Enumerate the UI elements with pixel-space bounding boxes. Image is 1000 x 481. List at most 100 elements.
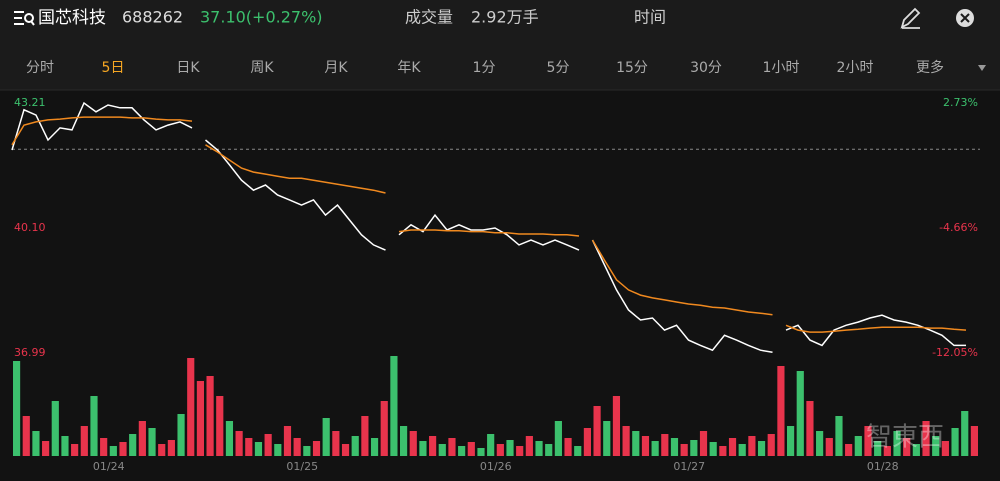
tab[interactable]: 1小时 [763,60,800,76]
volume-label: 成交量 [405,8,453,27]
volume-bar [603,421,611,456]
volume-bar [42,441,50,456]
volume-bar [864,426,872,456]
volume-bar [167,440,175,456]
volume-bar [525,436,533,456]
volume-bar [583,428,591,456]
volume-bar [922,421,930,456]
volume-bar [777,366,785,456]
volume-bar [100,438,108,456]
y2-tick-label: -12.05% [932,346,978,359]
volume-bar [661,434,669,456]
header-bg [0,0,1000,90]
volume-bar [632,431,640,456]
volume-bar [748,436,756,456]
volume-bar [593,406,601,456]
volume-bar [854,436,862,456]
tab[interactable]: 周K [250,60,274,76]
tab[interactable]: 分时 [26,60,54,76]
tab[interactable]: 15分 [616,60,648,76]
y-tick-label: 40.10 [14,221,46,234]
price-line [11,101,966,353]
volume-bar [119,442,127,456]
x-tick-label: 01/28 [867,460,899,473]
volume-bar [651,441,659,456]
volume-bar [32,431,40,456]
volume-bar [554,421,562,456]
volume-bar [951,428,959,456]
volume-bar [148,428,156,456]
volume-bar [438,444,446,456]
volume-bar [370,438,379,456]
volume-bar [535,441,543,456]
volume-bar [51,401,59,456]
volume-bar [196,381,204,456]
volume-bar [835,416,843,456]
tab[interactable]: 5分 [547,60,570,76]
volume-bar [341,444,350,456]
volume-bar [622,426,630,456]
volume-bar [825,438,833,456]
tab[interactable]: 2小时 [837,60,874,76]
edit-button[interactable] [900,7,921,29]
volume-bar [264,434,272,456]
volume-bar [467,442,475,456]
volume-bar [225,421,234,456]
volume-bar [728,438,737,456]
tab[interactable]: 月K [324,60,348,76]
volume-bar [245,438,253,456]
volume-bar [709,442,717,456]
volume-bar [129,434,137,456]
y-tick-label: 36.99 [14,346,46,359]
tab[interactable]: 5日 [102,60,125,76]
volume-bar [816,431,824,456]
close-button[interactable] [956,9,974,27]
tab[interactable]: 30分 [690,60,722,76]
x-tick-label: 01/24 [93,460,125,473]
volume-bar [612,396,621,456]
volume-bar [487,434,495,456]
volume-bar [477,448,485,456]
tab[interactable]: 更多 [916,59,944,76]
logo-icon [14,11,35,26]
volume-bar [912,444,920,456]
volume-bar [458,446,466,456]
volume-bar [13,361,21,456]
volume-bar [351,436,359,456]
volume-bar [738,444,746,456]
volume-bar [274,444,282,456]
tab[interactable]: 日K [176,60,200,76]
volume-bar [293,438,301,456]
volume-bar [670,438,679,456]
volume-bar [390,356,398,456]
volume-bar [332,431,340,456]
volume-bar [283,426,292,456]
stock-name: 国芯科技 [38,8,106,28]
volume-bar [206,376,214,456]
volume-bar [429,436,437,456]
time-label: 时间 [634,8,666,27]
volume-bar [903,438,911,456]
volume-value: 2.92万手 [471,8,539,27]
tab[interactable]: 1分 [473,60,496,76]
volume-bar [496,444,504,456]
volume-bar [961,411,969,456]
volume-bar [216,396,224,456]
volume-bar [564,438,572,456]
volume-bar [109,446,117,456]
stock-price: 37.10(+0.27%) [200,8,323,27]
volume-bar [932,436,940,456]
volume-bar [680,444,688,456]
volume-bar [235,431,243,456]
volume-bar [177,414,185,456]
x-tick-label: 01/27 [673,460,705,473]
more-arrow[interactable] [978,65,986,71]
volume-bar [874,441,882,456]
volume-bar [22,416,30,456]
volume-bar [380,401,388,456]
x-tick-label: 01/26 [480,460,512,473]
volume-bar [322,418,330,456]
volume-bar [409,431,417,456]
volume-bar [806,401,814,456]
tab[interactable]: 年K [397,60,421,76]
